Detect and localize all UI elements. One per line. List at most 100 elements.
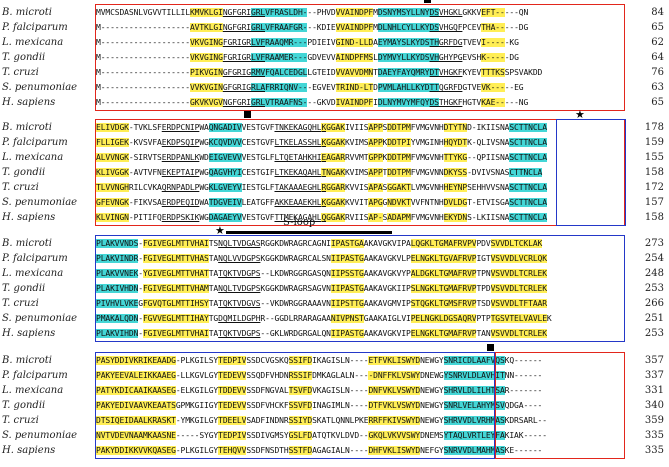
alignment-row: P. falciparum PLAKVINDR-FGIVEGLMTTVHASTAN… <box>0 251 669 266</box>
alignment-row: H. sapiens M-------------------GKVKVGVNGF… <box>0 95 669 110</box>
alignment-row: S. penumoniae NVTVDEVNAAMKAASNE-----SYGYT… <box>0 428 669 443</box>
alignment-row: L. mexicana PLAKVVNEK-YGIVEGLMTTVHATTATQK… <box>0 266 669 281</box>
species-name: B. microti <box>2 7 53 18</box>
residue-count: 84 <box>651 7 664 18</box>
alignment-row: H. sapiens PLAKVIHDN-FGIVEGLMTTVHAITATQKT… <box>0 326 669 341</box>
alignment-row: T. cruzi PIVHVLVKEGFGVQTGLMTTIHSYTATQKTVD… <box>0 296 669 311</box>
alignment-row: S. penumoniae GFEVNGK-FIKVSAERDPEQIDWATDG… <box>0 195 669 210</box>
residue-count: 178 <box>644 122 664 133</box>
species-name: T. gondii <box>2 52 46 63</box>
residue-count: 254 <box>644 253 664 264</box>
residue-count: 357 <box>644 355 664 366</box>
species-name: S. penumoniae <box>2 430 78 441</box>
sequence-text: KLIVGGK-AVTVFNEKEPTAIPWGQAGVHYICESTGIFLT… <box>96 168 543 177</box>
residue-count: 155 <box>644 152 664 163</box>
sequence-text: GFEVNGK-FIKVSAERDPEQIDWATDGVEIVLEATGFFAK… <box>96 198 547 207</box>
alignment-row: P. falciparum PAKYEEVALEIKKAAEG-LLKGVLGYT… <box>0 368 669 383</box>
residue-count: 248 <box>644 268 664 279</box>
square-marker-icon <box>244 111 251 118</box>
sequence-text: PIVHVLVKEGFGVQTGLMTTIHSYTATQKTVDGVS--VKD… <box>96 299 547 308</box>
residue-count: 62 <box>651 37 664 48</box>
residue-count: 65 <box>651 97 664 108</box>
residue-count: 359 <box>644 415 664 426</box>
residue-count: 266 <box>644 298 664 309</box>
residue-count: 158 <box>644 212 664 223</box>
species-name: H. sapiens <box>2 212 56 223</box>
sequence-text: M-------------------VKVGINGFGRIGRLVFRAAM… <box>96 53 519 62</box>
species-name: L. mexicana <box>2 385 64 396</box>
species-name: S. penumoniae <box>2 82 78 93</box>
species-name: B. microti <box>2 355 53 366</box>
sequence-text: PLAKVVNEK-YGIVEGLMTTVHATTATQKTVDGPS--LKD… <box>96 269 547 278</box>
sequence-text: PAKYEEVALEIKKAAEG-LLKGVLGYTEDEVVSSQDFVHD… <box>96 371 543 380</box>
alignment-row: H. sapiens KLVINGN-PITIFQERDPSKIKWGDAGAEY… <box>0 210 669 225</box>
sequence-text: KLVINGN-PITIFQERDPSKIKWGDAGAEYVVESTGVFTT… <box>96 213 547 222</box>
species-name: P. falciparum <box>2 137 68 148</box>
species-name: H. sapiens <box>2 328 56 339</box>
alignment-row: T. cruzi TLVVNGHRILCVKAQRNPADLPWGKLGVEYVI… <box>0 180 669 195</box>
sequence-text: M-------------------VKVGINGFGRIGRLVFRAAQ… <box>96 38 519 47</box>
sequence-text: M-------------------VVKVGINGFGRIGRLAFRRI… <box>96 83 524 92</box>
alignment-row: T. gondii KLIVGGK-AVTVFNEKEPTAIPWGQAGVHYI… <box>0 165 669 180</box>
residue-count: 253 <box>644 283 664 294</box>
alignment-row: T. cruzi DTSIQEIDAALKRASKT-YMKGILGYTDEELV… <box>0 413 669 428</box>
sequence-text: PATYKDICAAIKAASEG-ELKGILGYTDDEVVSSDFNGVA… <box>96 386 543 395</box>
sequence-text: PASYDDIVKRIKEAADG-PLKGILSYTEDPIVSSDCVGSK… <box>96 356 543 365</box>
residue-count: 335 <box>644 445 664 456</box>
species-name: T. cruzi <box>2 415 39 426</box>
species-name: T. cruzi <box>2 298 39 309</box>
star-marker-icon: ★ <box>215 224 225 237</box>
residue-count: 76 <box>651 67 664 78</box>
residue-count: 273 <box>644 238 664 249</box>
sequence-text: M-------------------GKVKVGVNGFGRIGRLVTRA… <box>96 98 529 107</box>
alignment-row: L. mexicana ALVVNGK-SIRVTSERDPANLKWDEIGVE… <box>0 150 669 165</box>
sequence-text: ALVVNGK-SIRVTSERDPANLKWDEIGVEVVVESTGLFLT… <box>96 153 547 162</box>
species-name: L. mexicana <box>2 152 64 163</box>
sequence-text: M-------------------AVTKLGINGFGRIGRLVFRA… <box>96 23 529 32</box>
sequence-text: PLAKVINDR-FGIVEGLMTTVHASTANQLVVDGPSKGGKD… <box>96 254 547 263</box>
residue-count: 65 <box>651 22 664 33</box>
sequence-text: ELIVDGK-TVKLSFERDPCNIPWAQNGADIVVESTGVFTN… <box>96 123 547 132</box>
s-loop-label: S-loop <box>283 217 316 228</box>
species-name: T. gondii <box>2 400 46 411</box>
square-marker-icon <box>424 0 431 3</box>
square-marker-icon <box>487 344 494 351</box>
species-name: P. falciparum <box>2 370 68 381</box>
residue-count: 172 <box>644 182 664 193</box>
species-name: H. sapiens <box>2 445 56 456</box>
species-name: T. gondii <box>2 167 46 178</box>
alignment-row: T. gondii PAKYEDIVAAVKEAATSGPMKGIIGYTEDEV… <box>0 398 669 413</box>
alignment-row: S. penumoniae PMAKALQDN-FGVVEGLMTTIHAYTGD… <box>0 311 669 326</box>
alignment-row: L. mexicana M-------------------VKVGINGFG… <box>0 35 669 50</box>
alignment-row: B. microti PLAKVVNDS-FGIVEGLMTTVHAITSNQLT… <box>0 236 669 251</box>
sequence-text: TLVVNGHRILCVKAQRNPADLPWGKLGVEYVIESTGLFTA… <box>96 183 547 192</box>
species-name: L. mexicana <box>2 268 64 279</box>
alignment-row: S. penumoniae M-------------------VVKVGIN… <box>0 80 669 95</box>
species-name: P. falciparum <box>2 253 68 264</box>
residue-count: 337 <box>644 370 664 381</box>
residue-count: 340 <box>644 400 664 411</box>
residue-count: 159 <box>644 137 664 148</box>
sequence-text: M-------------------PIKVGINGFGRIGRMVFQAL… <box>96 68 543 77</box>
alignment-row: T. gondii M-------------------VKVGINGFGRI… <box>0 50 669 65</box>
species-name: T. gondii <box>2 283 46 294</box>
residue-count: 331 <box>644 385 664 396</box>
species-name: L. mexicana <box>2 37 64 48</box>
sequence-text: PLAKVIHDN-FGIVEGLMTTVHAITATQKTVDGPS--GKL… <box>96 329 547 338</box>
sequence-text: PLAKVVNDS-FGIVEGLMTTVHAITSNQLTVDGASRGGKD… <box>96 239 543 248</box>
residue-count: 63 <box>651 82 664 93</box>
species-name: T. cruzi <box>2 67 39 78</box>
alignment-row: B. microti PASYDDIVKRIKEAADG-PLKGILSYTEDP… <box>0 353 669 368</box>
sequence-text: PAKYEDIVAAVKEAATSGPMKGIIGYTEDEVVSSDFVHCK… <box>96 401 543 410</box>
residue-count: 251 <box>644 313 664 324</box>
sequence-text: PAKYDDIKKVVKQASEG-PLKGILGYTEHQVVSSDFNSDT… <box>96 446 543 455</box>
alignment-row: H. sapiens PAKYDDIKKVVKQASEG-PLKGILGYTEHQ… <box>0 443 669 458</box>
species-name: S. penumoniae <box>2 313 78 324</box>
residue-count: 158 <box>644 167 664 178</box>
residue-count: 64 <box>651 52 664 63</box>
alignment-row: B. microti ELIVDGK-TVKLSFERDPCNIPWAQNGADI… <box>0 120 669 135</box>
species-name: S. penumoniae <box>2 197 78 208</box>
alignment-row: P. falciparum M-------------------AVTKLGI… <box>0 20 669 35</box>
sequence-text: NVTVDEVNAAMKAASNE-----SYGYTEDPIVSSDIVGMS… <box>96 431 547 440</box>
